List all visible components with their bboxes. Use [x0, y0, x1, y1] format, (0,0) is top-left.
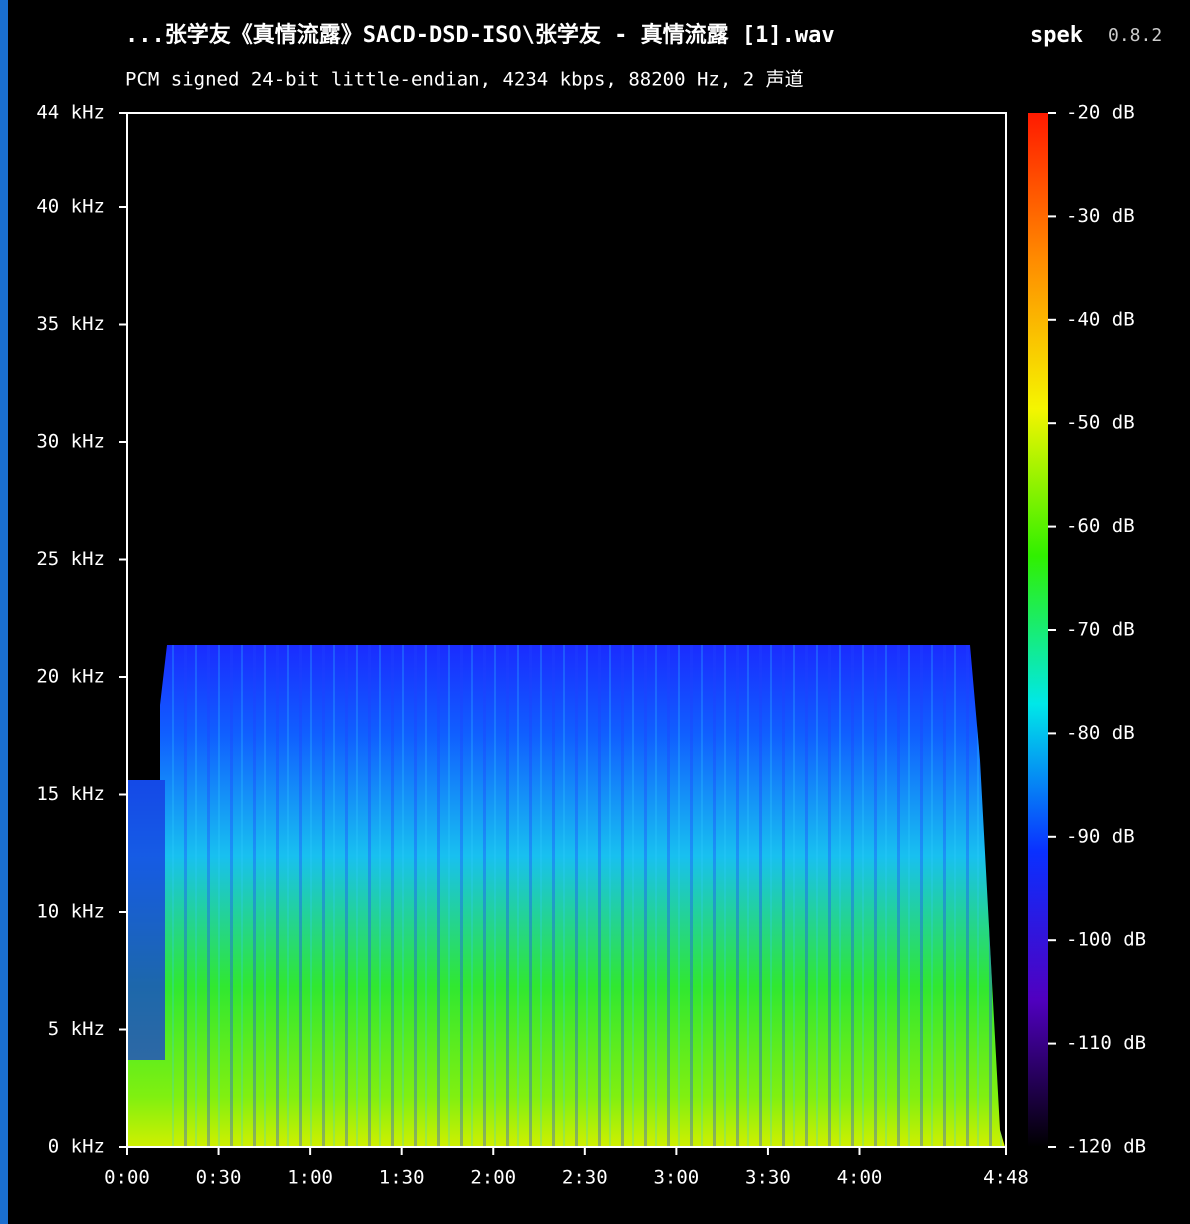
y-tick-label: 20 kHz — [36, 666, 105, 688]
x-tick-label: 4:00 — [837, 1167, 883, 1189]
colorbar — [1028, 113, 1048, 1147]
y-tick-label: 15 kHz — [36, 783, 105, 805]
colorbar-tick-label: -120 dB — [1066, 1136, 1146, 1158]
y-tick-label: 30 kHz — [36, 431, 105, 453]
app-name: spek — [1030, 23, 1083, 48]
spectrum-texture — [167, 645, 1005, 1147]
x-tick-label: 2:00 — [470, 1167, 516, 1189]
x-tick-label: 1:30 — [379, 1167, 425, 1189]
spectrogram — [127, 645, 1005, 1147]
colorbar-tick-label: -30 dB — [1066, 205, 1135, 227]
plot-frame — [126, 112, 1007, 1148]
title: ...张学友《真情流露》SACD-DSD-ISO\张学友 - 真情流露 [1].… — [125, 22, 835, 48]
y-tick-label: 35 kHz — [36, 313, 105, 335]
desktop-edge — [0, 0, 8, 1224]
y-tick-label: 0 kHz — [48, 1136, 105, 1158]
y-tick-label: 10 kHz — [36, 901, 105, 923]
colorbar-tick-label: -60 dB — [1066, 515, 1135, 537]
x-tick-label: 3:30 — [745, 1167, 791, 1189]
y-tick-label: 44 kHz — [36, 102, 105, 124]
colorbar-tick-label: -90 dB — [1066, 825, 1135, 847]
x-tick-label: 0:00 — [104, 1167, 150, 1189]
y-tick-label: 25 kHz — [36, 548, 105, 570]
subtitle: PCM signed 24-bit little-endian, 4234 kb… — [125, 69, 804, 91]
y-tick-label: 40 kHz — [36, 196, 105, 218]
colorbar-tick-label: -110 dB — [1066, 1032, 1146, 1054]
app-version: 0.8.2 — [1108, 25, 1162, 46]
y-tick-label: 5 kHz — [48, 1018, 105, 1040]
colorbar-tick-label: -100 dB — [1066, 929, 1146, 951]
colorbar-tick-label: -40 dB — [1066, 308, 1135, 330]
colorbar-tick-label: -50 dB — [1066, 412, 1135, 434]
x-tick-label: 2:30 — [562, 1167, 608, 1189]
x-tick-label: 3:00 — [653, 1167, 699, 1189]
colorbar-tick-label: -80 dB — [1066, 722, 1135, 744]
x-tick-label: 4:48 — [983, 1167, 1029, 1189]
colorbar-tick-label: -20 dB — [1066, 102, 1135, 124]
intro-region — [127, 780, 165, 1060]
x-tick-label: 1:00 — [287, 1167, 333, 1189]
x-tick-label: 0:30 — [196, 1167, 242, 1189]
colorbar-tick-label: -70 dB — [1066, 619, 1135, 641]
